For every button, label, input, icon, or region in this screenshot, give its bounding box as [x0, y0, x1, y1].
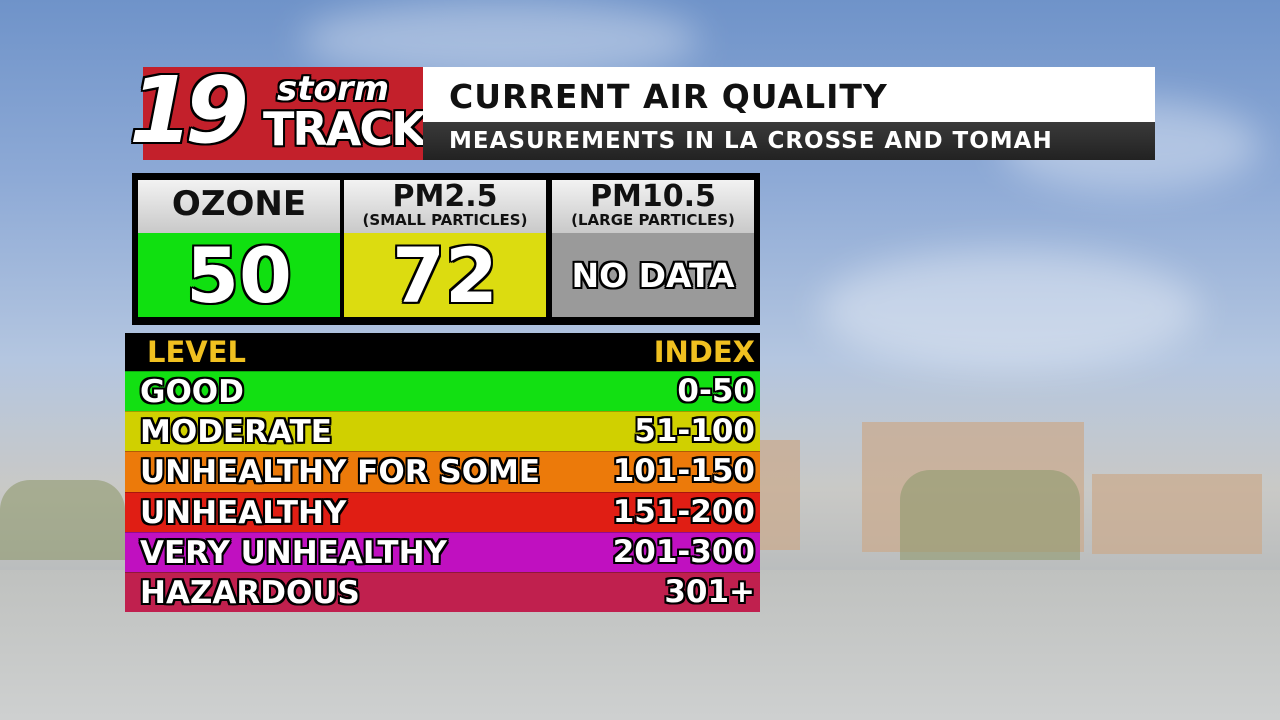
index: 0-50 [677, 373, 755, 409]
logo: 19 storm TRACK [129, 61, 427, 161]
card-subtitle: (LARGE PARTICLES) [571, 211, 735, 229]
card: OZONE 50 [138, 180, 340, 320]
card-name: PM10.5 [590, 179, 716, 214]
table-row: VERY UNHEALTHY 201-300 [125, 531, 760, 572]
pollutant-cards: OZONE 50 PM2.5 (SMALL PARTICLES) 72 PM10.5 (LA… [132, 173, 760, 325]
level: HAZARDOUS [140, 574, 360, 611]
card-value: NO DATA [552, 233, 754, 317]
trees [0, 480, 125, 560]
logo-word: storm [277, 69, 390, 109]
level: MODERATE [140, 414, 332, 451]
card-name: OZONE [171, 184, 307, 224]
logo-word: TRACK [263, 102, 427, 156]
aqi-table: LEVEL INDEX GOOD 0-50 MODERATE 51-100 UNHEAL… [125, 333, 760, 613]
level: VERY UNHEALTHY [140, 534, 447, 571]
subtitle: MEASUREMENTS IN LA CROSSE AND TOMAH [449, 128, 1053, 154]
card: PM10.5 (LARGE PARTICLES) NO DATA [552, 180, 754, 317]
cloud [300, 0, 700, 80]
table-row: UNHEALTHY 151-200 [125, 491, 760, 532]
logo-number: 19 [129, 57, 249, 164]
card-subtitle: (SMALL PARTICLES) [362, 211, 528, 229]
subtitle-bar: MEASUREMENTS IN LA CROSSE AND TOMAH [423, 122, 1155, 160]
cloud [820, 250, 1200, 370]
index: 201-300 [612, 533, 755, 570]
card-header: PM10.5 (LARGE PARTICLES) [552, 180, 754, 233]
building [1092, 474, 1262, 554]
table-row: MODERATE 51-100 [125, 411, 760, 452]
level: UNHEALTHY [140, 494, 347, 531]
header-cell: LEVEL [147, 335, 247, 369]
title-bar: CURRENT AIR QUALITY [423, 67, 1155, 122]
index: 151-200 [612, 493, 755, 530]
card-name: PM2.5 [392, 179, 498, 214]
title: CURRENT AIR QUALITY [449, 77, 888, 116]
table-row: GOOD 0-50 [125, 371, 760, 412]
index: 301+ [664, 573, 755, 610]
header-cell: INDEX [653, 335, 755, 369]
index: 101-150 [612, 453, 755, 490]
level: GOOD [140, 374, 244, 410]
card-value: 72 [344, 231, 546, 320]
card-header: PM2.5 (SMALL PARTICLES) [344, 180, 546, 233]
building [760, 440, 800, 550]
index: 51-100 [634, 413, 755, 450]
card: PM2.5 (SMALL PARTICLES) 72 [344, 180, 546, 320]
level: UNHEALTHY FOR SOME [140, 454, 541, 491]
card-value: 50 [138, 231, 340, 320]
table-row: HAZARDOUS 301+ [125, 571, 760, 613]
trees [900, 470, 1080, 560]
table-header: LEVEL INDEX [125, 333, 760, 371]
table-row: UNHEALTHY FOR SOME 101-150 [125, 451, 760, 492]
card-header: OZONE [138, 180, 340, 233]
